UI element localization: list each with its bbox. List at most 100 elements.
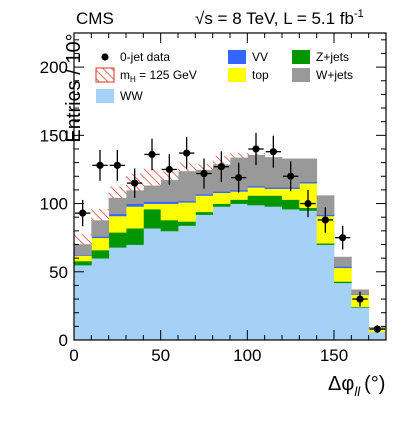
bar-h125-bin-2 (108, 186, 127, 198)
bar-z-jets-bin-16 (351, 306, 370, 308)
bar-ww-bin-11 (264, 206, 283, 341)
bar-w-jets-bin-10 (247, 154, 266, 187)
bar-ww-bin-3 (126, 244, 144, 341)
y-tick-label-200: 200 (40, 58, 68, 77)
bar-top-bin-0 (74, 255, 92, 262)
legend-label-3: mH = 125 GeV (120, 68, 197, 84)
data-point-14 (321, 216, 329, 224)
bar-ww-bin-1 (91, 258, 110, 341)
data-point-13 (304, 199, 312, 208)
legend-swatch-vv (228, 50, 246, 64)
bar-w-jets-bin-15 (334, 256, 352, 267)
bar-ww-bin-6 (178, 225, 196, 341)
bar-z-jets-bin-2 (108, 232, 127, 248)
bar-vv-bin-7 (195, 194, 214, 196)
bar-w-jets-bin-6 (178, 170, 196, 202)
x-tick-label-100: 100 (233, 346, 261, 365)
bar-top-bin-10 (247, 187, 266, 196)
bar-ww-bin-0 (74, 264, 92, 341)
x-tick-label-50: 50 (151, 346, 170, 365)
data-point-9 (235, 174, 243, 182)
data-point-8 (217, 163, 225, 171)
data-point-5 (165, 165, 173, 174)
bar-w-jets-bin-0 (74, 243, 92, 256)
bar-top-bin-7 (195, 195, 214, 213)
bar-h125-bin-0 (74, 234, 92, 245)
legend: 0-jet data VV Z+jets mH = 125 GeV top W+jets W… (95, 50, 353, 103)
y-tick-label-100: 100 (40, 195, 68, 214)
legend-swatch-ww (96, 89, 114, 103)
bar-h125-bin-1 (91, 209, 110, 221)
data-point-12 (287, 172, 295, 180)
legend-label-6: WW (120, 89, 143, 103)
bar-ww-bin-16 (351, 307, 370, 341)
x-axis-title: Δφll (°) (328, 373, 385, 399)
data-point-0 (79, 209, 87, 217)
bar-vv-bin-4 (143, 201, 162, 204)
bar-top-bin-1 (91, 237, 110, 251)
data-point-10 (252, 145, 260, 153)
bar-vv-bin-10 (247, 185, 266, 188)
data-point-15 (339, 234, 347, 242)
legend-swatch-top (228, 68, 246, 82)
data-point-16 (356, 295, 364, 303)
y-tick-label-150: 150 (40, 126, 68, 145)
bar-z-jets-bin-12 (282, 199, 300, 210)
legend-label-1: VV (252, 50, 268, 64)
bar-z-jets-bin-3 (126, 228, 144, 245)
data-points-layer (75, 132, 385, 333)
bar-vv-bin-6 (178, 200, 196, 203)
stacked-histogram (74, 153, 387, 341)
bar-ww-bin-2 (108, 247, 127, 341)
bar-top-bin-15 (334, 267, 352, 282)
bar-w-jets-bin-14 (316, 195, 335, 215)
bar-vv-bin-5 (160, 201, 179, 204)
x-tick-label-150: 150 (320, 346, 348, 365)
bar-ww-bin-9 (230, 203, 248, 341)
data-point-4 (148, 150, 156, 159)
bar-top-bin-9 (230, 191, 248, 200)
bar-w-jets-bin-5 (160, 179, 179, 202)
bar-z-jets-bin-11 (264, 195, 283, 207)
legend-label-5: W+jets (316, 68, 353, 82)
data-point-17 (373, 325, 381, 333)
bar-ww-bin-17 (368, 331, 387, 341)
data-point-2 (113, 161, 121, 169)
bar-top-bin-4 (143, 203, 162, 210)
bar-z-jets-bin-14 (316, 243, 335, 245)
bar-vv-bin-15 (334, 266, 352, 269)
bar-vv-bin-11 (264, 187, 283, 189)
bar-top-bin-11 (264, 188, 283, 196)
bar-h125-bin-4 (143, 168, 162, 186)
bar-ww-bin-12 (282, 209, 300, 341)
y-tick-label-50: 50 (49, 263, 68, 282)
bar-z-jets-bin-6 (178, 221, 196, 226)
legend-label-2: Z+jets (316, 50, 349, 64)
bar-ww-bin-4 (143, 228, 162, 341)
bar-z-jets-bin-0 (74, 260, 92, 266)
bar-vv-bin-8 (212, 191, 231, 194)
y-tick-label-0: 0 (59, 331, 68, 350)
bar-w-jets-bin-1 (91, 219, 110, 237)
header-energy-lumi: √s = 8 TeV, L = 5.1 fb-1 (195, 8, 364, 28)
bar-top-bin-6 (178, 202, 196, 222)
bar-z-jets-bin-7 (195, 211, 214, 215)
bar-z-jets-bin-15 (334, 281, 352, 284)
header-experiment: CMS (76, 9, 114, 28)
bar-vv-bin-13 (299, 181, 318, 184)
bar-z-jets-bin-9 (230, 199, 248, 204)
legend-label-0: 0-jet data (120, 50, 170, 64)
bar-ww-bin-14 (316, 244, 335, 341)
bar-ww-bin-13 (299, 210, 318, 341)
bar-z-jets-bin-10 (247, 195, 266, 206)
bar-vv-bin-1 (91, 236, 110, 239)
bar-w-jets-bin-13 (299, 158, 318, 183)
bar-h125-bin-9 (230, 153, 248, 158)
bar-top-bin-12 (282, 188, 300, 200)
bar-ww-bin-5 (160, 230, 179, 341)
bar-top-bin-8 (212, 192, 231, 204)
bar-z-jets-bin-1 (91, 249, 110, 259)
bar-w-jets-bin-2 (108, 197, 127, 215)
bar-ww-bin-7 (195, 214, 214, 341)
data-point-3 (131, 179, 139, 187)
